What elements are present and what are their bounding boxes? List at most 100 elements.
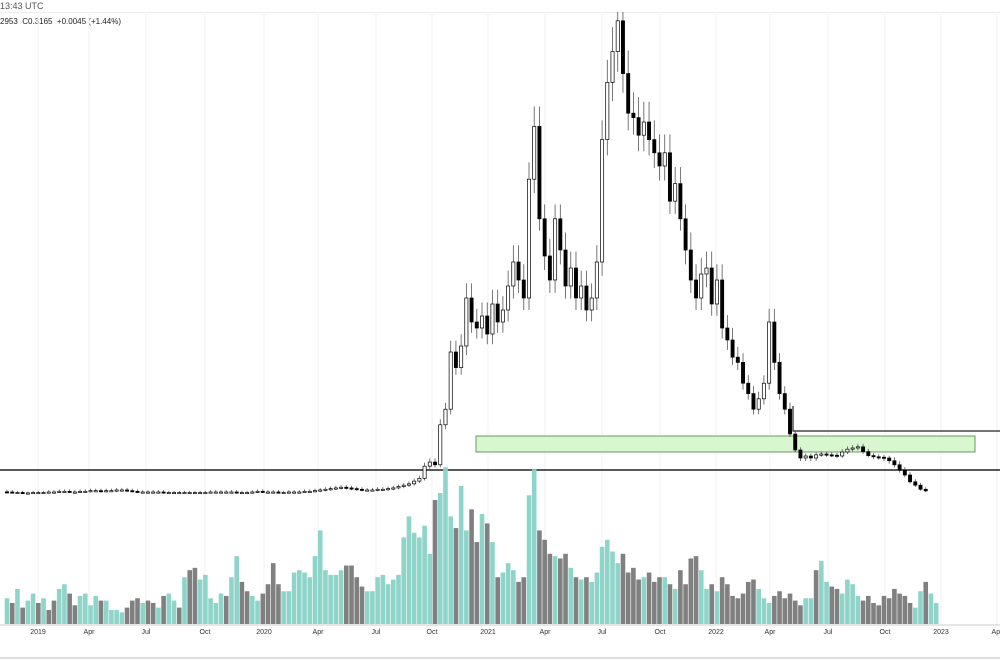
- candle: [360, 487, 364, 492]
- candle: [495, 289, 500, 333]
- x-tick-label: Jul: [142, 629, 151, 636]
- volume-bar: [62, 584, 67, 624]
- candle: [861, 443, 866, 454]
- annotations: [0, 406, 1000, 471]
- candle: [902, 467, 907, 478]
- candle: [198, 490, 203, 495]
- volume-bar: [67, 593, 72, 624]
- candle: [313, 488, 317, 493]
- candle: [41, 490, 46, 495]
- volume-bar: [312, 556, 318, 624]
- volume-bar: [474, 542, 480, 624]
- volume-bar: [923, 581, 929, 624]
- candle: [782, 386, 787, 415]
- candle: [808, 453, 813, 462]
- candle: [380, 487, 385, 491]
- candle: [453, 340, 458, 375]
- header-divider: [0, 12, 1000, 13]
- candle: [845, 446, 850, 455]
- candlestick-series: [5, 12, 928, 495]
- candle: [266, 490, 270, 494]
- volume-bar: [432, 499, 438, 624]
- volume-bar: [803, 598, 808, 624]
- volume-bar: [203, 574, 208, 624]
- volume-bar: [333, 574, 339, 624]
- candle: [318, 487, 323, 493]
- candle: [140, 490, 145, 494]
- volume-bar: [641, 577, 647, 624]
- candle: [673, 167, 678, 214]
- volume-bar: [46, 609, 52, 624]
- x-tick-label: 2020: [256, 629, 272, 636]
- candle: [412, 478, 417, 486]
- volume-bar: [526, 495, 532, 624]
- candle: [443, 402, 448, 430]
- candle: [819, 451, 824, 457]
- candle: [521, 264, 526, 310]
- candle: [417, 475, 422, 484]
- candle: [166, 490, 171, 495]
- volume-bar: [317, 530, 323, 624]
- candle: [918, 482, 923, 491]
- volume-bar: [197, 579, 203, 624]
- candle: [250, 490, 255, 494]
- volume-bar: [208, 598, 213, 624]
- volume-bar: [772, 595, 777, 624]
- candle: [125, 487, 130, 493]
- candle: [15, 490, 20, 495]
- volume-bar: [845, 579, 850, 624]
- candle: [761, 375, 766, 405]
- candle: [485, 302, 490, 345]
- volume-bar: [114, 609, 119, 624]
- volume-bar: [594, 572, 600, 624]
- candle: [422, 462, 427, 481]
- volume-bar: [464, 530, 469, 624]
- x-tick-label: Jul: [372, 629, 381, 636]
- candle: [255, 489, 260, 493]
- candle: [391, 485, 396, 491]
- volume-bar: [902, 595, 908, 624]
- volume-bar: [735, 598, 741, 624]
- volume-bar: [662, 577, 668, 624]
- volume-bar: [255, 600, 260, 624]
- volume-bar: [124, 607, 130, 624]
- candle: [594, 245, 599, 310]
- volume-bar: [599, 546, 605, 624]
- volume-bar: [270, 563, 276, 624]
- ohlc-readout: 2953 C0.3165 +0.0045 (+1.44%): [0, 17, 121, 26]
- volume-bar: [563, 553, 568, 624]
- candle: [751, 386, 756, 415]
- volume-bar: [860, 600, 866, 624]
- candle: [568, 251, 573, 299]
- candle: [709, 251, 714, 316]
- candle: [855, 443, 860, 451]
- volume-bar: [798, 605, 803, 624]
- candle: [297, 490, 302, 494]
- volume-bar: [672, 588, 678, 624]
- volume-bar: [698, 570, 704, 624]
- candle: [558, 204, 563, 265]
- volume-bar: [542, 539, 547, 624]
- candle: [657, 134, 662, 181]
- candle: [683, 204, 688, 265]
- volume-bar: [876, 605, 882, 624]
- volume-bar: [834, 588, 840, 624]
- volume-bar: [244, 591, 250, 624]
- candle: [876, 454, 881, 460]
- candle: [506, 270, 511, 322]
- x-tick-label: Oct: [200, 629, 211, 636]
- x-tick-label: Oct: [427, 629, 438, 636]
- volume-bar: [469, 509, 474, 624]
- candle: [130, 488, 135, 493]
- x-tick-label: 2023: [933, 629, 949, 636]
- candle: [62, 489, 67, 493]
- volume-bar: [688, 558, 694, 624]
- candle: [756, 391, 761, 415]
- volume-bar: [511, 570, 516, 624]
- grid: [37, 14, 998, 625]
- volume-bar: [103, 600, 109, 624]
- candle: [213, 490, 218, 494]
- candle: [840, 449, 845, 458]
- volume-bar: [850, 584, 855, 624]
